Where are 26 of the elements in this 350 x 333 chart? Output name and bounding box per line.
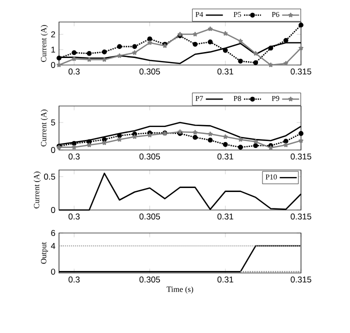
y-tick-label: 0 xyxy=(51,207,56,213)
y-tick-label: 0.5 xyxy=(44,174,56,180)
y-tick-label: 6 xyxy=(51,230,56,236)
y-tick-label: 2 xyxy=(51,31,56,38)
x-tick-label: 0.31 xyxy=(217,154,234,160)
x-tick-label: 0.315 xyxy=(290,154,312,160)
x-tick-label: 0.305 xyxy=(139,214,160,220)
x-tick-label: 0.315 xyxy=(290,276,312,283)
y-tick-label: 5 xyxy=(51,120,56,126)
x-tick-label: 0.3 xyxy=(68,68,80,75)
x-tick-label: 0.31 xyxy=(217,68,234,75)
x-tick-label: 0.31 xyxy=(217,276,234,283)
x-tick-label: 0.315 xyxy=(290,214,312,220)
y-tick-label: 0 xyxy=(51,62,56,68)
x-tick-label: 0.305 xyxy=(139,154,160,160)
y-tick-label: 1 xyxy=(51,46,56,53)
x-tick-label: 0.305 xyxy=(139,68,160,75)
x-tick-label: 0.3 xyxy=(68,214,80,220)
x-tick-label: 0.315 xyxy=(290,68,312,75)
x-tick-label: 0.305 xyxy=(139,276,160,283)
y-tick-label: 0 xyxy=(51,147,56,153)
y-tick-label: 0 xyxy=(51,268,56,275)
x-tick-label: 0.3 xyxy=(68,154,80,160)
x-tick-label: 0.31 xyxy=(217,214,234,220)
x-tick-label: 0.3 xyxy=(68,276,80,283)
y-tick-label: 4 xyxy=(50,242,56,249)
